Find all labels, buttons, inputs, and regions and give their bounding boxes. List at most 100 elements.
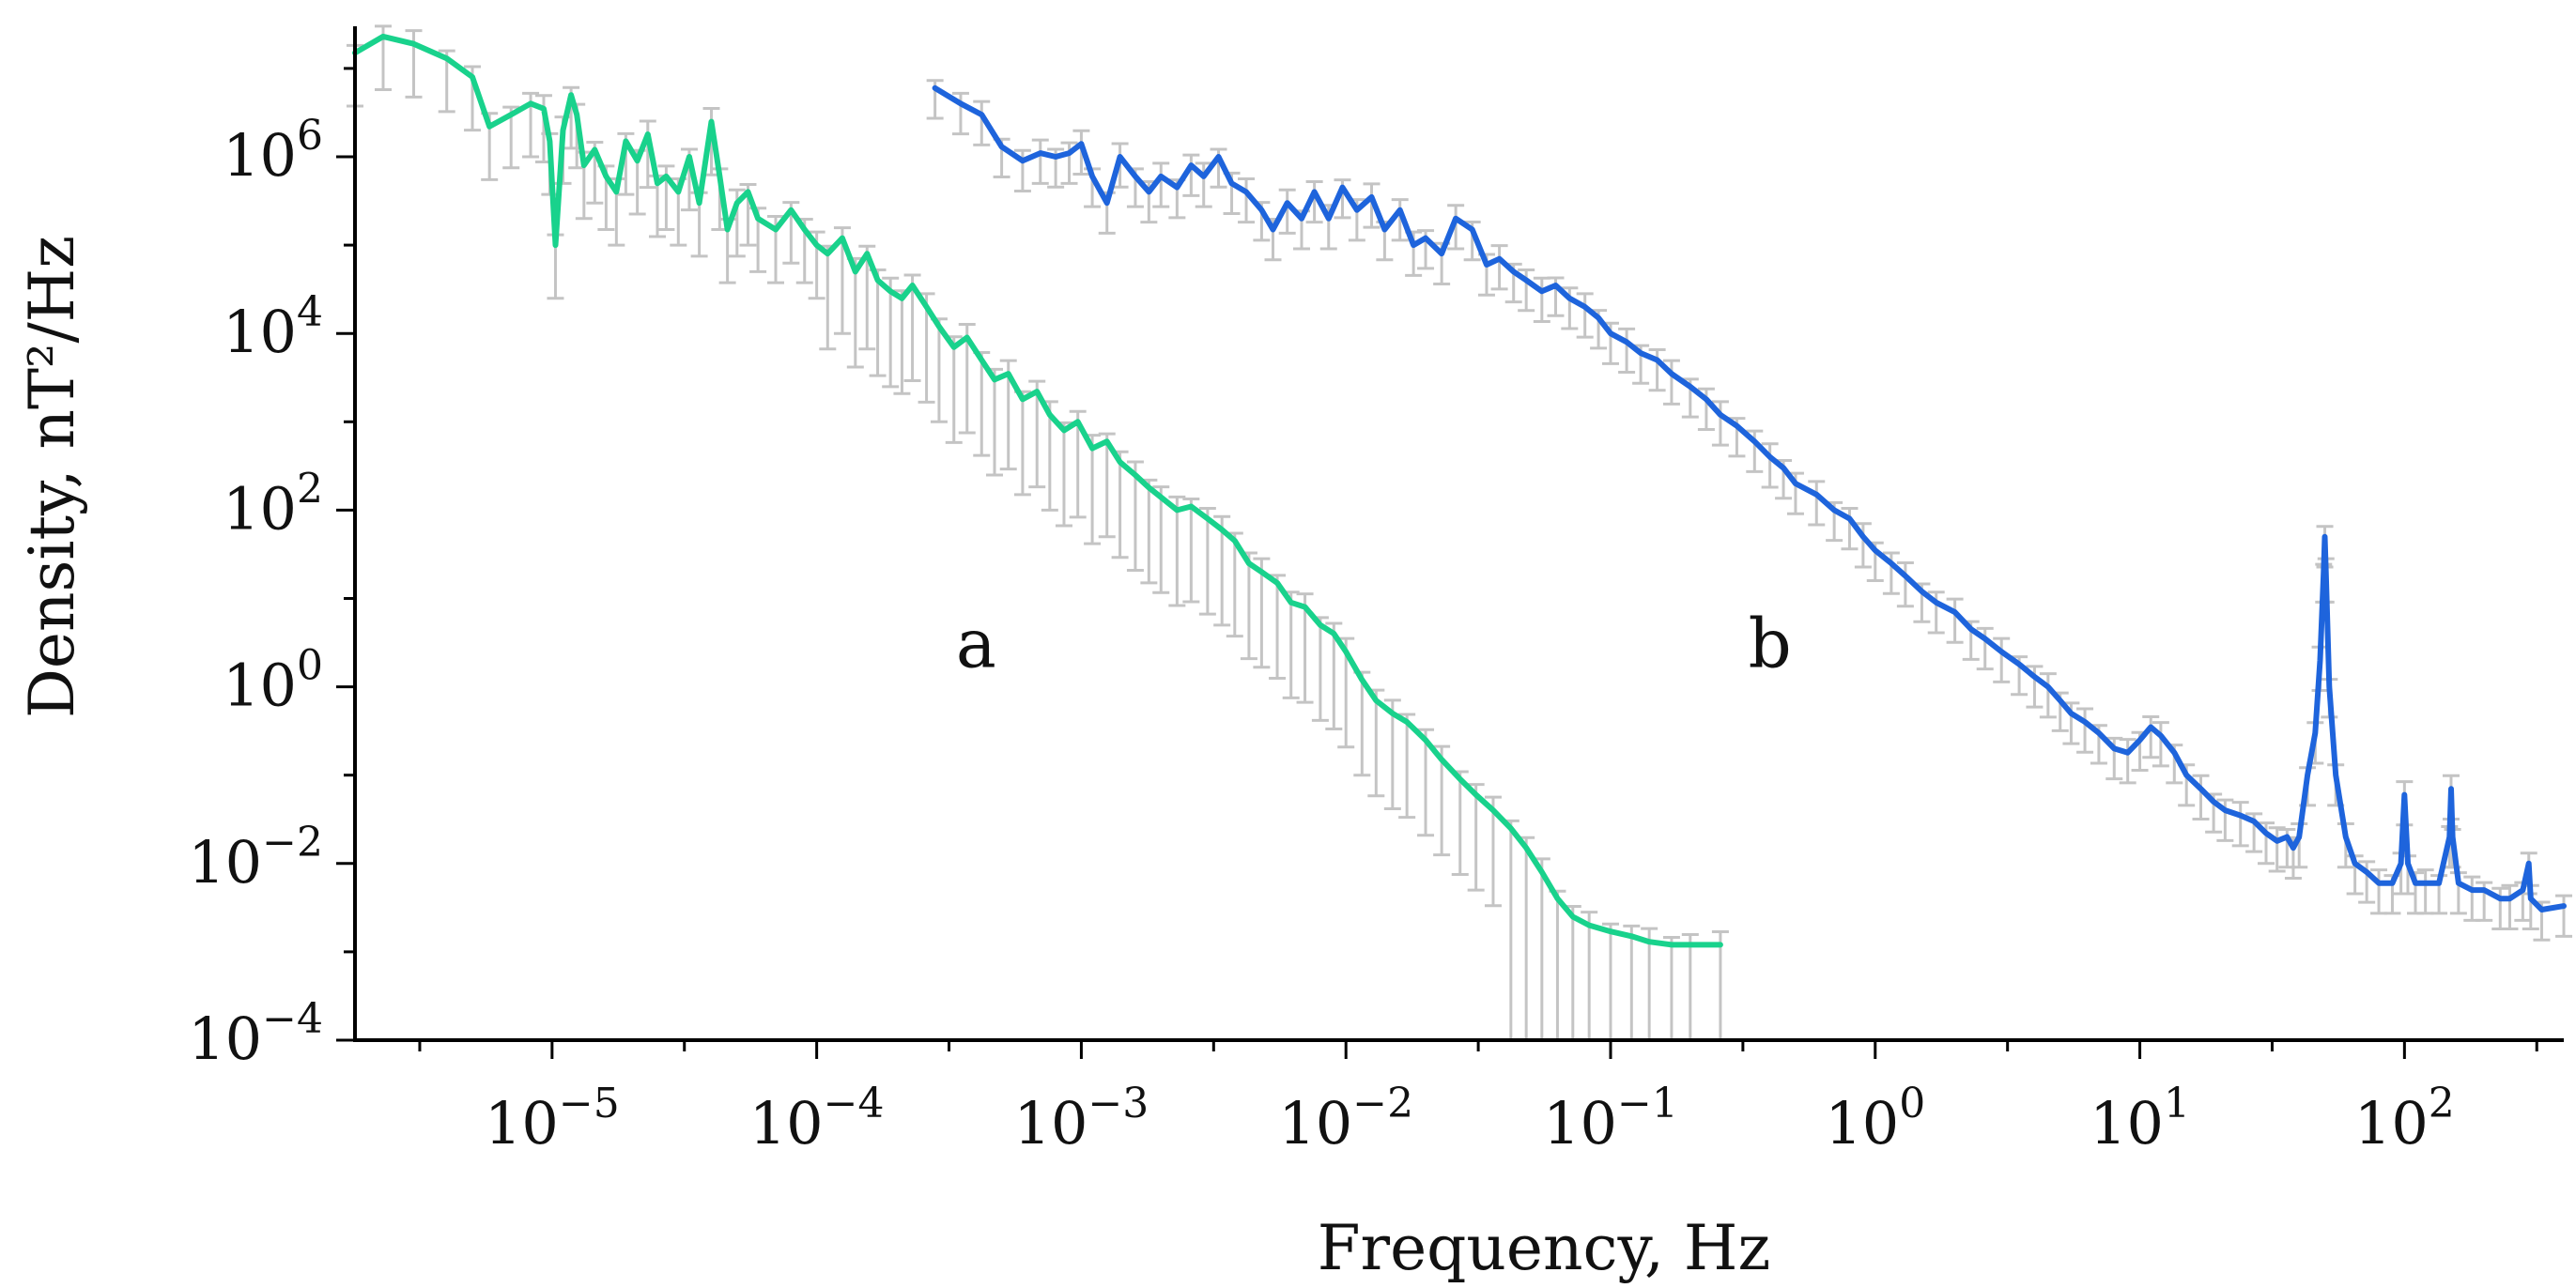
errorbar-b xyxy=(2142,715,2160,759)
errorbar-b xyxy=(1447,204,1465,251)
errorbar-a xyxy=(1484,795,1502,908)
y-tick-label: 104 xyxy=(223,288,323,366)
errorbar-a xyxy=(1417,728,1435,837)
errorbar-b xyxy=(1363,182,1381,229)
errorbar-b xyxy=(973,100,991,146)
errorbar-b xyxy=(1013,148,1031,193)
errorbar-a xyxy=(1711,929,1729,1042)
errorbar-a xyxy=(1168,495,1186,607)
errorbar-a xyxy=(893,289,911,395)
x-ticks: 10−5 10−4 10−3 10−2 10−1 100 101 102 xyxy=(418,1040,2538,1158)
x-tick-label: 10−5 xyxy=(485,1080,620,1158)
errorbar-a xyxy=(1253,557,1271,669)
errorbar-a xyxy=(1518,836,1535,1042)
errorbar-b xyxy=(1391,198,1409,242)
errorbar-a xyxy=(1126,460,1144,573)
errorbar-a xyxy=(1213,514,1231,627)
errorbar-a xyxy=(903,273,921,383)
errorbar-a xyxy=(1601,922,1619,1042)
errorbar-b xyxy=(1490,244,1508,291)
y-tick-label: 10−4 xyxy=(188,995,323,1073)
errorbar-b xyxy=(1518,268,1535,313)
errorbar-a xyxy=(1467,783,1485,892)
x-axis-title: Frequency, Hz xyxy=(1318,1212,1771,1284)
axes: 10−5 10−4 10−3 10−2 10−1 100 101 102 10−410−210… xyxy=(188,26,2564,1158)
errorbar-a xyxy=(1069,409,1087,519)
errorbar-b xyxy=(1841,507,1859,551)
errorbar-b xyxy=(1854,522,1872,569)
errorbar-a xyxy=(858,244,876,351)
errorbar-a xyxy=(1549,889,1566,1042)
errorbar-b xyxy=(2039,672,2057,719)
errorbar-a xyxy=(1325,621,1343,730)
errorbar-b xyxy=(1761,442,1779,489)
errorbar-a xyxy=(1502,819,1519,1042)
errorbar-a xyxy=(1013,390,1031,497)
errorbar-a xyxy=(1681,932,1699,1042)
x-tick-label: 100 xyxy=(1825,1080,1925,1158)
errorbar-b xyxy=(1927,590,1945,635)
x-tick-label: 10−1 xyxy=(1543,1080,1678,1158)
errorbar-a xyxy=(1084,434,1102,545)
errorbar-b xyxy=(1195,161,1212,208)
x-tick-label: 10−3 xyxy=(1014,1080,1149,1158)
errorbar-a xyxy=(1433,744,1451,857)
errorbar-a xyxy=(882,276,900,389)
errorbar-b xyxy=(951,91,969,136)
errorbar-b xyxy=(2192,774,2210,820)
y-tick-label: 100 xyxy=(223,642,323,720)
series-line-a xyxy=(352,33,1723,948)
errorbar-b xyxy=(2119,738,2136,785)
errorbar-a xyxy=(846,256,864,369)
curve-label-a: a xyxy=(956,605,996,683)
errorbar-b xyxy=(2501,883,2519,930)
errorbar-b xyxy=(1305,179,1323,224)
errorbar-b xyxy=(2231,801,2249,848)
errorbar-a xyxy=(1282,590,1300,699)
errorbar-b xyxy=(1648,348,1666,392)
errorbar-a xyxy=(1098,432,1116,539)
errorbar-a xyxy=(1564,904,1581,1042)
x-tick-label: 102 xyxy=(2354,1080,2455,1158)
errorbar-b xyxy=(1182,153,1200,197)
y-axis-title: Density, nT²/Hz xyxy=(16,236,88,718)
errorbar-b xyxy=(1976,626,1994,671)
errorbar-b xyxy=(1711,400,1729,447)
errorbar-a xyxy=(1383,698,1401,810)
errorbar-b xyxy=(2555,894,2572,938)
errorbar-b xyxy=(1697,387,1715,431)
errorbar-b xyxy=(1576,292,1594,339)
errorbar-b xyxy=(1896,560,1914,608)
errorbar-a xyxy=(1398,713,1416,820)
errorbar-b xyxy=(1152,161,1170,208)
errorbar-b xyxy=(2076,707,2094,754)
errorbar-b xyxy=(1993,636,2011,683)
errorbar-a xyxy=(1182,498,1200,604)
errorbar-b xyxy=(1946,597,1964,644)
errorbar-a xyxy=(986,367,1004,477)
errorbar-b xyxy=(1278,188,1296,235)
errorbar-b xyxy=(2358,860,2376,904)
errorbar-a xyxy=(1623,924,1641,1042)
errorbar-a xyxy=(945,335,963,444)
errorbar-b xyxy=(1238,176,1256,224)
errorbar-a xyxy=(1662,935,1680,1042)
errorbar-a xyxy=(1198,507,1216,616)
errorbar-a xyxy=(1311,616,1329,722)
series-line-b xyxy=(932,84,2567,912)
series-layer xyxy=(352,33,2567,948)
x-tick-label: 10−4 xyxy=(749,1080,885,1158)
errorbar-b xyxy=(1618,327,1636,375)
curve-label-b: b xyxy=(1749,605,1792,683)
errorbar-a xyxy=(1269,574,1287,680)
errorbar-b xyxy=(1031,138,1049,185)
errorbar-b xyxy=(2268,826,2286,873)
y-ticks: 10−4 10−2 100 102 104 106 xyxy=(188,67,355,1073)
errorbar-a xyxy=(1296,592,1314,704)
y-tick-label: 106 xyxy=(223,112,323,190)
errorbar-a xyxy=(1581,911,1598,1042)
y-tick-label: 10−2 xyxy=(188,819,323,897)
x-tick-label: 10−2 xyxy=(1278,1080,1413,1158)
errorbar-b xyxy=(1808,480,1826,527)
